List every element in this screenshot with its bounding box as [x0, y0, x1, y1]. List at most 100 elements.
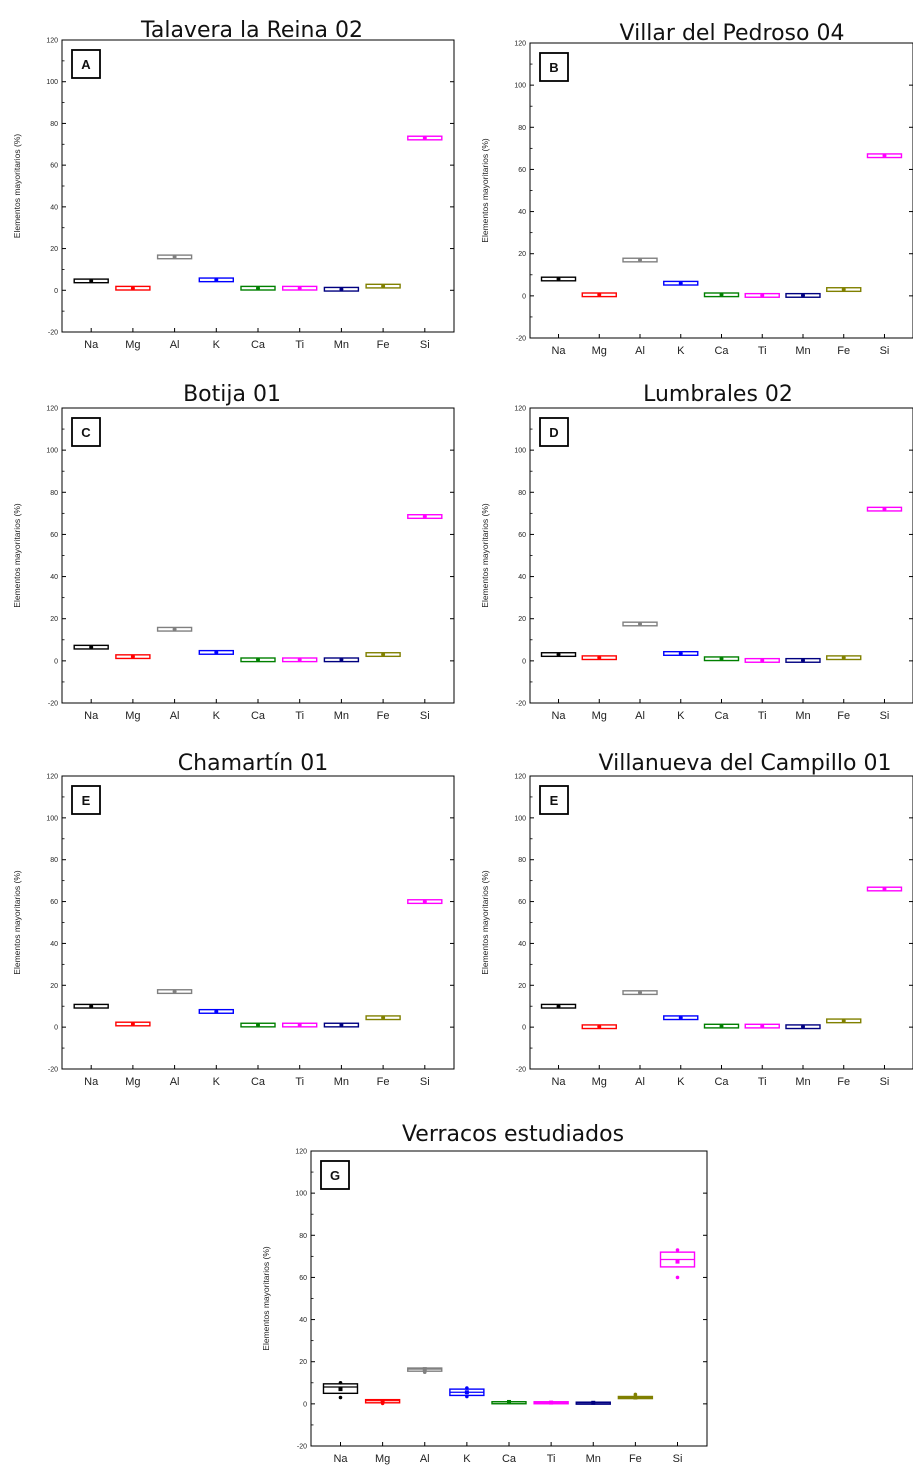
mean-point-al	[638, 258, 643, 263]
mean-point-fe	[381, 652, 386, 657]
y-axis-label: Elementos mayoritarios (%)	[12, 134, 22, 239]
mean-point-ca	[719, 1024, 724, 1029]
y-tick-label: 60	[518, 899, 526, 906]
y-tick-label: 20	[518, 983, 526, 990]
y-tick-label: 60	[50, 899, 58, 906]
y-tick-label: 60	[50, 163, 58, 170]
y-tick-label: 60	[50, 532, 58, 539]
mean-point-mn	[800, 1024, 805, 1029]
y-axis-label: Elementos mayoritarios (%)	[12, 503, 22, 608]
x-tick-label: Na	[84, 339, 99, 351]
x-tick-label: Al	[170, 339, 180, 351]
y-tick-label: 40	[50, 574, 58, 581]
y-tick-label: 100	[514, 815, 526, 822]
y-tick-label: -20	[516, 336, 526, 343]
y-tick-label: 120	[295, 1149, 307, 1156]
x-tick-label: Na	[551, 1076, 566, 1088]
x-tick-label: Ti	[295, 339, 304, 351]
y-tick-label: -20	[48, 1067, 58, 1074]
y-axis-label: Elementos mayoritarios (%)	[12, 870, 22, 975]
outlier-point-k	[465, 1386, 469, 1390]
y-tick-label: 0	[522, 1025, 526, 1032]
x-tick-label: Ca	[714, 710, 729, 722]
x-tick-label: Si	[420, 339, 430, 351]
y-tick-label: 100	[46, 448, 58, 455]
y-tick-label: 0	[303, 1401, 307, 1408]
mean-point-si	[422, 514, 427, 519]
mean-point-mg	[597, 292, 602, 297]
x-tick-label: Fe	[837, 345, 850, 357]
y-tick-label: 60	[518, 167, 526, 174]
outlier-point-na	[338, 1380, 343, 1385]
x-tick-label: Mg	[125, 1076, 140, 1088]
x-tick-label: Al	[170, 710, 180, 722]
x-tick-label: Mg	[592, 1076, 607, 1088]
chart-title: Verracos estudiados	[402, 1122, 624, 1147]
mean-point-al	[172, 989, 177, 994]
mean-point-k	[678, 281, 683, 286]
outlier-point-si	[675, 1275, 680, 1280]
mean-point-na	[556, 652, 561, 657]
x-tick-label: Mg	[375, 1453, 390, 1465]
x-tick-label: Na	[551, 710, 566, 722]
x-tick-label: Mn	[334, 710, 349, 722]
mean-point-k	[678, 651, 683, 656]
mean-point-k	[214, 1009, 219, 1014]
chart-panel-1: Talavera la Reina 02 -20 0 20 40 60 80 100 120 El…	[12, 18, 455, 351]
mean-point-ti	[760, 658, 765, 663]
x-tick-label: Na	[84, 1076, 99, 1088]
mean-point-ca	[256, 286, 260, 291]
mean-point-fe	[841, 655, 846, 660]
outlier-point-na	[338, 1395, 343, 1400]
mean-point-fe	[633, 1395, 638, 1400]
x-tick-label: Ca	[714, 345, 729, 357]
y-tick-label: 100	[514, 448, 526, 455]
y-tick-label: 40	[518, 209, 526, 216]
x-tick-label: Na	[333, 1453, 348, 1465]
x-tick-label: K	[213, 1076, 221, 1088]
mean-point-k	[678, 1015, 683, 1020]
mean-point-al	[638, 621, 643, 626]
x-tick-label: Al	[635, 345, 645, 357]
x-tick-label: Si	[880, 710, 890, 722]
x-tick-label: Si	[880, 345, 890, 357]
mean-point-mg	[130, 286, 135, 291]
mean-point-mg	[597, 1024, 602, 1029]
y-tick-label: -20	[48, 330, 58, 337]
chart-title: Villar del Pedroso 04	[620, 21, 845, 46]
y-tick-label: 120	[514, 774, 526, 781]
y-tick-label: 80	[299, 1233, 307, 1240]
mean-point-ca	[256, 657, 260, 662]
chart-panel-2: Villar del Pedroso 04 -20 0 20 40 60 80 100 120 E…	[480, 21, 913, 357]
x-tick-label: Mn	[334, 1076, 349, 1088]
outlier-point-mg	[380, 1401, 385, 1406]
x-tick-label: Ca	[502, 1453, 517, 1465]
mean-point-na	[556, 1004, 561, 1009]
panel-letter-box	[320, 1160, 350, 1190]
x-tick-label: K	[677, 710, 685, 722]
y-tick-label: 120	[514, 41, 526, 48]
x-tick-label: Mg	[125, 710, 140, 722]
x-tick-label: Mg	[592, 710, 607, 722]
mean-point-ti	[297, 286, 302, 291]
y-tick-label: 40	[518, 574, 526, 581]
mean-point-al	[638, 990, 643, 995]
mean-point-ti	[760, 1024, 765, 1029]
y-tick-label: 60	[299, 1275, 307, 1282]
x-tick-label: Fe	[377, 1076, 390, 1088]
y-axis-label: Elementos mayoritarios (%)	[480, 870, 490, 975]
x-tick-label: Si	[420, 1076, 430, 1088]
mean-point-al	[422, 1367, 427, 1372]
panel-letter: E	[550, 793, 559, 808]
panel-letter-box	[71, 417, 101, 447]
y-tick-label: 20	[518, 251, 526, 258]
y-tick-label: 120	[46, 774, 58, 781]
y-tick-label: 20	[518, 616, 526, 623]
panel-letter: D	[549, 425, 558, 440]
x-tick-label: K	[677, 1076, 685, 1088]
chart-panel-3: Botija 01 -20 0 20 40 60 80 100 120 Elementos may…	[12, 382, 455, 722]
mean-point-na	[89, 1004, 94, 1009]
panel-letter-box	[539, 785, 569, 815]
x-tick-label: K	[677, 345, 685, 357]
